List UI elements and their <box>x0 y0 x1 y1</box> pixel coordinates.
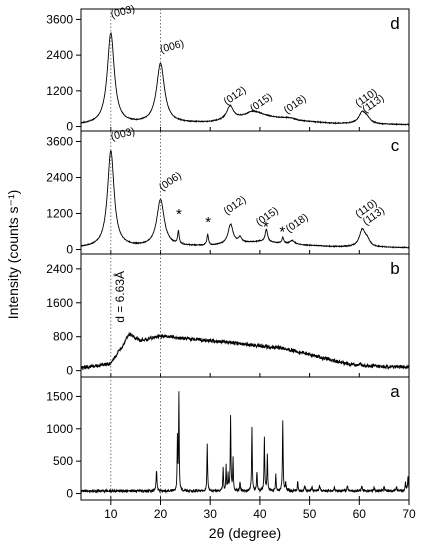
y-tick-label: 1500 <box>46 389 73 403</box>
y-tick-label: 1000 <box>46 422 73 436</box>
peak-label: (018) <box>282 93 309 117</box>
panel-frame <box>80 8 410 132</box>
y-tick-label: 3600 <box>46 12 73 26</box>
y-axis-title: Intensity (counts s⁻¹) <box>5 190 21 320</box>
panel-label-c: c <box>391 136 400 155</box>
panel-label-d: d <box>390 14 399 33</box>
y-tick-label: 0 <box>66 364 73 378</box>
x-axis-title: 2θ (degree) <box>209 525 281 541</box>
x-tick-label: 20 <box>154 507 168 521</box>
y-tick-label: 0 <box>66 243 73 257</box>
peak-label: (003) <box>109 125 136 143</box>
panel-frame <box>80 376 410 501</box>
peak-label: d = 6.63Å <box>112 271 127 323</box>
impurity-star: * <box>263 219 269 236</box>
y-tick-label: 3600 <box>46 135 73 149</box>
peak-label: (006) <box>159 38 186 56</box>
y-tick-label: 0 <box>66 487 73 501</box>
panel-frame <box>80 253 410 378</box>
panel-b: 0 800 1600 2400 b d = 6.63Å <box>46 253 410 378</box>
y-tick-label: 1200 <box>46 84 73 98</box>
xrd-trace-b <box>80 332 410 371</box>
x-tick-label: 70 <box>402 507 416 521</box>
x-tick-label: 60 <box>353 507 367 521</box>
peak-label: (012) <box>221 194 248 218</box>
impurity-star: * <box>205 214 211 231</box>
x-tick-label: 30 <box>204 507 218 521</box>
xrd-trace-d <box>80 32 410 126</box>
peak-label: (015) <box>248 91 275 115</box>
panel-label-a: a <box>390 382 400 401</box>
y-tick-label: 800 <box>53 330 73 344</box>
y-tick-label: 0 <box>66 120 73 134</box>
y-tick-label: 2400 <box>46 171 73 185</box>
x-tick-label: 50 <box>303 507 317 521</box>
y-tick-label: 500 <box>53 454 73 468</box>
peak-label: (018) <box>284 211 311 235</box>
peak-label: (012) <box>221 84 248 108</box>
impurity-star: * <box>279 224 285 241</box>
x-tick-label: 10 <box>104 507 118 521</box>
panel-label-b: b <box>390 259 399 278</box>
y-tick-label: 1600 <box>46 296 73 310</box>
y-tick-label: 2400 <box>46 262 73 276</box>
x-axis: 10 20 30 40 50 60 70 <box>104 500 416 521</box>
reference-lines <box>110 9 161 500</box>
peak-label: (003) <box>109 3 136 21</box>
y-tick-label: 1200 <box>46 207 73 221</box>
impurity-star: * <box>176 206 182 223</box>
xrd-trace-a <box>80 391 410 495</box>
panel-a: 0 500 1000 1500 a <box>46 376 410 501</box>
xrd-trace-c <box>80 149 410 249</box>
y-tick-label: 2400 <box>46 48 73 62</box>
x-tick-label: 40 <box>253 507 267 521</box>
